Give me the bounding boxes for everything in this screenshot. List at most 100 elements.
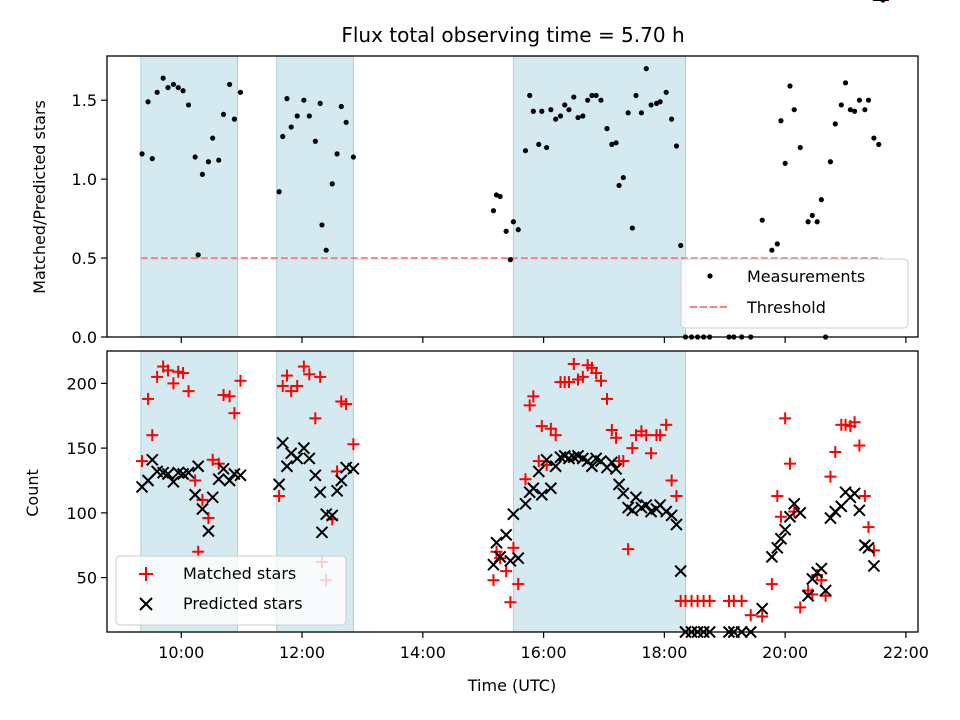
measurement-point bbox=[175, 84, 181, 91]
legend-label-threshold: Threshold bbox=[746, 298, 826, 317]
x-axis-ticks-top bbox=[180, 337, 907, 343]
measurement-point bbox=[284, 96, 290, 102]
matched-stars-point bbox=[744, 609, 757, 622]
measurement-point bbox=[673, 143, 680, 149]
measurement-point bbox=[871, 135, 877, 141]
matched-stars-point bbox=[610, 431, 623, 444]
matched-stars-point bbox=[660, 418, 673, 431]
legend-label-measurements: Measurements bbox=[747, 267, 865, 286]
y-tick-label: 50 bbox=[77, 569, 97, 588]
measurement-point bbox=[759, 217, 765, 223]
matched-stars-point bbox=[601, 392, 614, 405]
measurement-point bbox=[139, 151, 145, 157]
predicted-stars-point bbox=[493, 550, 507, 564]
plot-frame-count bbox=[106, 350, 919, 633]
measurement-point bbox=[629, 225, 635, 231]
measurement-point bbox=[856, 97, 863, 103]
predicted-stars-point bbox=[665, 509, 678, 522]
measurement-point bbox=[598, 97, 604, 103]
matched-stars-point bbox=[576, 370, 589, 383]
predicted-stars-point bbox=[535, 488, 548, 501]
matched-stars-point bbox=[640, 429, 653, 442]
legend-box-count bbox=[115, 555, 347, 626]
y-axis-title-ratio: Matched/Predicted stars bbox=[30, 100, 49, 294]
measurement-point bbox=[613, 140, 619, 146]
legend-box-ratio bbox=[680, 258, 909, 329]
measurement-point bbox=[329, 181, 335, 187]
y-tick-label: 100 bbox=[66, 504, 97, 523]
measurement-point bbox=[778, 118, 784, 124]
predicted-stars-point bbox=[794, 506, 807, 520]
predicted-stars-point bbox=[335, 474, 348, 487]
x-tick-label: 10:00 bbox=[158, 643, 204, 662]
predicted-stars-point bbox=[674, 564, 687, 578]
predicted-stars-point bbox=[167, 475, 180, 488]
predicted-stars-point bbox=[276, 436, 289, 450]
measurement-point bbox=[497, 193, 503, 200]
predicted-stars-point bbox=[540, 453, 553, 466]
matched-stars-point bbox=[487, 574, 500, 587]
matched-stars-point bbox=[590, 367, 603, 380]
predicted-stars-point bbox=[640, 498, 653, 512]
x-axis-title: Time (UTC) bbox=[467, 676, 556, 695]
matched-stars-point bbox=[314, 370, 327, 383]
matched-stars-point bbox=[161, 364, 174, 377]
x-tick-label: 12:00 bbox=[279, 643, 325, 662]
measurement-point bbox=[862, 107, 868, 113]
measurement-point bbox=[633, 92, 639, 99]
predicted-stars-point bbox=[330, 484, 344, 498]
measurement-point bbox=[522, 148, 529, 154]
predicted-stars-point bbox=[202, 524, 215, 538]
measurement-point bbox=[566, 107, 572, 113]
predicted-stars-point bbox=[297, 441, 311, 455]
matched-stars-point bbox=[824, 470, 837, 483]
legend-marker-measurements bbox=[707, 273, 713, 279]
measurement-point bbox=[343, 119, 349, 125]
measurement-point bbox=[562, 102, 568, 108]
predicted-stars-point bbox=[765, 550, 779, 564]
predicted-stars-point bbox=[824, 511, 837, 525]
measurement-point bbox=[589, 92, 595, 99]
y-tick-label: 0.0 bbox=[72, 328, 97, 347]
matched-stars-point bbox=[340, 398, 353, 411]
y-axis-ticks-ratio: 0.0 0.5 1.0 1.5 bbox=[72, 91, 107, 347]
predicted-stars-point bbox=[626, 504, 639, 517]
matched-stars-point bbox=[151, 370, 164, 383]
matched-stars-point bbox=[285, 385, 298, 398]
matched-stars-point bbox=[605, 423, 618, 436]
matched-stars-point bbox=[848, 416, 861, 429]
measurement-point bbox=[149, 156, 155, 162]
measurement-point bbox=[838, 102, 844, 108]
predicted-stars-point bbox=[291, 452, 304, 465]
measurement-point bbox=[842, 80, 849, 86]
measurement-point bbox=[145, 99, 151, 105]
matched-stars-point bbox=[735, 594, 748, 607]
matched-stars-point bbox=[206, 453, 219, 466]
measurement-point bbox=[557, 113, 564, 119]
predicted-stars-point bbox=[819, 584, 832, 597]
matched-stars-point bbox=[273, 490, 286, 503]
measurement-point bbox=[791, 107, 797, 113]
measurement-point bbox=[548, 107, 554, 113]
measurement-point bbox=[575, 114, 581, 121]
measurement-point bbox=[638, 110, 645, 116]
matched-stars-point bbox=[512, 578, 525, 591]
measurement-point bbox=[210, 135, 216, 141]
predicted-stars-point bbox=[217, 462, 230, 476]
matched-stars-point bbox=[136, 455, 149, 468]
measurement-point bbox=[580, 113, 586, 119]
y-tick-label: 150 bbox=[66, 439, 97, 458]
predicted-stars-point bbox=[490, 536, 503, 549]
x-tick-label: 22:00 bbox=[883, 643, 929, 662]
measurement-point bbox=[604, 126, 610, 132]
measurement-point bbox=[643, 66, 649, 72]
matched-stars-point bbox=[771, 490, 784, 503]
measurement-point bbox=[609, 141, 615, 148]
predicted-stars-point bbox=[848, 487, 861, 500]
matched-stars-point bbox=[532, 455, 545, 468]
matched-stars-point bbox=[146, 429, 159, 442]
measurement-point bbox=[678, 242, 684, 249]
measurement-point bbox=[490, 208, 497, 214]
predicted-stars-point bbox=[519, 497, 532, 511]
predicted-stars-point bbox=[585, 460, 599, 473]
